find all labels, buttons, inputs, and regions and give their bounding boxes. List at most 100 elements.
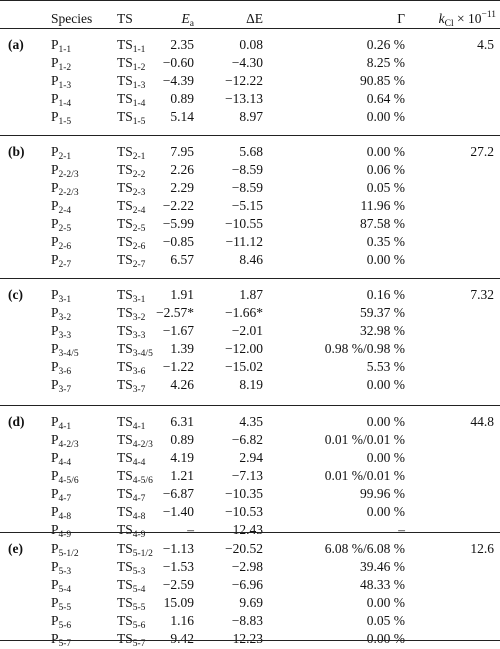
ts-subscript: 5-1/2 bbox=[132, 549, 153, 559]
species-subscript: 3-1 bbox=[58, 295, 72, 305]
delta-e-cell: 8.19 bbox=[239, 377, 263, 392]
species-name: P bbox=[51, 180, 59, 195]
species-cell: P3-6 bbox=[51, 358, 71, 377]
ts-subscript: 3-7 bbox=[132, 385, 146, 395]
species-name: P bbox=[51, 287, 59, 302]
ea-cell: 1.21 bbox=[170, 468, 194, 483]
gamma-cell: 0.00 % bbox=[366, 450, 405, 465]
species-name: P bbox=[51, 450, 59, 465]
gamma-cell: 0.00 % bbox=[366, 414, 405, 429]
table-header: Species TS Ea ΔE Γ kCl × 10−11 bbox=[0, 0, 500, 29]
group-label: (d) bbox=[8, 414, 25, 429]
group-label: (c) bbox=[8, 287, 23, 302]
species-subscript: 3-4/5 bbox=[58, 349, 79, 359]
delta-e-cell: −10.53 bbox=[225, 504, 263, 519]
delta-e-cell: 12.43 bbox=[232, 522, 263, 537]
ts-subscript: 5-5 bbox=[132, 603, 146, 613]
species-cell: P1-5 bbox=[51, 108, 72, 127]
species-subscript: 2-2/3 bbox=[58, 188, 79, 198]
species-subscript: 5-4 bbox=[58, 585, 72, 595]
rate-constant-value: 4.5 bbox=[477, 37, 494, 52]
species-cell: P1-3 bbox=[51, 72, 71, 91]
gamma-cell: 0.00 % bbox=[366, 144, 405, 159]
gamma-cell: 99.96 % bbox=[360, 486, 405, 501]
ea-cell: 1.39 bbox=[170, 341, 194, 356]
species-subscript: 3-2 bbox=[58, 313, 72, 323]
ts-name: TS bbox=[117, 91, 133, 106]
ts-name: TS bbox=[117, 109, 133, 124]
species-name: P bbox=[51, 73, 59, 88]
gamma-cell: 0.00 % bbox=[366, 109, 405, 124]
species-cell: P2-5 bbox=[51, 215, 71, 234]
species-name: P bbox=[51, 234, 59, 249]
species-cell: P4-9 bbox=[51, 521, 71, 540]
species-name: P bbox=[51, 55, 59, 70]
group-block: (a) 4.5 P1-1 TS1-1 2.35 0.08 0.26 % P1-2 TS1-2 −0… bbox=[0, 28, 500, 136]
gamma-cell: 0.35 % bbox=[366, 234, 405, 249]
ea-cell: −2.22 bbox=[162, 198, 194, 213]
species-cell: P2-6 bbox=[51, 233, 71, 252]
species-cell: P5-5 bbox=[51, 594, 71, 613]
ts-cell: TS4-5/6 bbox=[117, 467, 153, 486]
species-cell: P1-2 bbox=[51, 54, 72, 73]
delta-e-cell: −4.30 bbox=[231, 55, 263, 70]
ts-cell: TS1-1 bbox=[117, 36, 145, 55]
species-subscript: 1-2 bbox=[58, 63, 72, 73]
group-block: (e) 12.6 P5-1/2 TS5-1/2 −1.13 −20.52 6.08 %/6.… bbox=[0, 532, 500, 649]
species-subscript: 1-5 bbox=[58, 117, 72, 127]
ts-subscript: 2-5 bbox=[132, 224, 146, 234]
species-name: P bbox=[51, 198, 59, 213]
group-block: (d) 44.8 P4-1 TS4-1 6.31 4.35 0.00 % P4-2/3 TS4-… bbox=[0, 405, 500, 540]
ts-name: TS bbox=[117, 377, 133, 392]
table-row: P2-6 TS2-6 −0.85 −11.12 0.35 % bbox=[0, 233, 500, 252]
ea-cell: −0.85 bbox=[162, 234, 194, 249]
delta-e-cell: −13.13 bbox=[225, 91, 263, 106]
header-ea: Ea bbox=[182, 11, 194, 29]
species-name: P bbox=[51, 323, 59, 338]
ts-name: TS bbox=[117, 144, 133, 159]
species-subscript: 1-1 bbox=[58, 45, 72, 55]
species-subscript: 5-3 bbox=[58, 567, 72, 577]
species-subscript: 1-4 bbox=[58, 99, 72, 109]
species-cell: P3-4/5 bbox=[51, 340, 79, 359]
ts-name: TS bbox=[117, 198, 133, 213]
ts-subscript: 1-2 bbox=[132, 63, 146, 73]
species-name: P bbox=[51, 216, 59, 231]
table-row: P3-3 TS3-3 −1.67 −2.01 32.98 % bbox=[0, 322, 500, 341]
species-name: P bbox=[51, 613, 59, 628]
species-subscript: 2-7 bbox=[58, 260, 72, 270]
species-cell: P5-7 bbox=[51, 630, 71, 649]
table-row: P5-7 TS5-7 9.42 12.23 0.00 % bbox=[0, 630, 500, 649]
species-subscript: 4-5/6 bbox=[58, 476, 79, 486]
table-row: P3-4/5 TS3-4/5 1.39 −12.00 0.98 %/0.98 % bbox=[0, 340, 500, 359]
ea-cell: −0.60 bbox=[162, 55, 194, 70]
species-subscript: 4-7 bbox=[58, 494, 72, 504]
ts-subscript: 1-5 bbox=[132, 117, 146, 127]
header-delta-e: ΔE bbox=[246, 11, 263, 26]
delta-e-cell: −8.83 bbox=[231, 613, 263, 628]
ea-cell: 4.26 bbox=[170, 377, 194, 392]
ts-cell: TS5-4 bbox=[117, 576, 145, 595]
species-cell: P1-4 bbox=[51, 90, 72, 109]
species-cell: P5-1/2 bbox=[51, 540, 79, 559]
ea-cell: 1.91 bbox=[170, 287, 194, 302]
species-subscript: 3-7 bbox=[58, 385, 72, 395]
ea-cell: −5.99 bbox=[162, 216, 194, 231]
gamma-cell: 0.64 % bbox=[366, 91, 405, 106]
ts-cell: TS1-4 bbox=[117, 90, 145, 109]
species-cell: P2-4 bbox=[51, 197, 71, 216]
species-cell: P4-5/6 bbox=[51, 467, 79, 486]
ts-name: TS bbox=[117, 504, 133, 519]
ea-cell: 2.35 bbox=[170, 37, 194, 52]
ts-name: TS bbox=[117, 341, 133, 356]
ts-cell: TS1-5 bbox=[117, 108, 146, 127]
species-name: P bbox=[51, 468, 59, 483]
table-row: P4-1 TS4-1 6.31 4.35 0.00 % bbox=[0, 413, 500, 432]
ea-cell: 1.16 bbox=[170, 613, 194, 628]
ea-cell: −1.13 bbox=[162, 541, 194, 556]
ts-name: TS bbox=[117, 180, 133, 195]
table-row: P4-4 TS4-4 4.19 2.94 0.00 % bbox=[0, 449, 500, 468]
species-name: P bbox=[51, 414, 59, 429]
species-cell: P1-1 bbox=[51, 36, 72, 55]
